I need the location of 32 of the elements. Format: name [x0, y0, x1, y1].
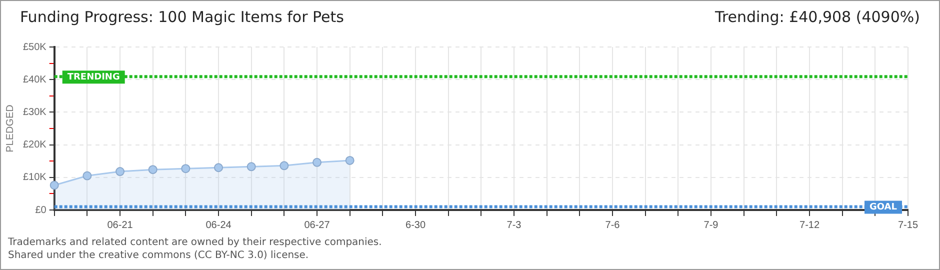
- x-tick-label: 7-12: [799, 220, 820, 231]
- y-tick-label: £20K: [22, 140, 47, 151]
- x-tick-label: 7-15: [898, 220, 918, 231]
- point: [246, 162, 256, 172]
- point: [181, 164, 190, 174]
- x-tick-label: 06-24: [206, 220, 232, 231]
- point: [345, 156, 354, 165]
- point: [214, 163, 224, 172]
- text: Trademarks and related content are owned by their respective companies.: [8, 236, 382, 249]
- text: Shared under the creative commons (CC BY-NC 3.0) license.: [8, 249, 310, 262]
- x-tick-label: 7-9: [704, 220, 719, 231]
- y-tick-label: £50K: [22, 42, 47, 53]
- y-axis-title: PLEDGED: [4, 104, 16, 152]
- point: [116, 167, 125, 176]
- point: [280, 161, 289, 170]
- point: [82, 171, 92, 180]
- y-tick-label: £10K: [22, 172, 47, 184]
- x-tick-label: 7-6: [605, 220, 620, 231]
- ref-line-label: TRENDING: [67, 72, 120, 82]
- x-tick-label: 06-27: [304, 220, 330, 231]
- y-tick-label: £40K: [22, 74, 47, 86]
- ref-line-label: GOAL: [870, 202, 898, 213]
- point: [148, 165, 158, 174]
- x-tick-label: 06-21: [107, 220, 134, 231]
- y-tick-label: £0: [35, 204, 47, 216]
- chart-title: Funding Progress: 100 Magic Items for Pets: [20, 8, 344, 26]
- x-tick-label: 7-3: [506, 220, 522, 231]
- point: [50, 180, 59, 190]
- y-tick-label: £30K: [22, 106, 47, 118]
- point: [312, 158, 322, 167]
- x-tick-label: 6-30: [406, 220, 426, 231]
- chart-subtitle: Trending: £40,908 (4090%): [715, 8, 920, 26]
